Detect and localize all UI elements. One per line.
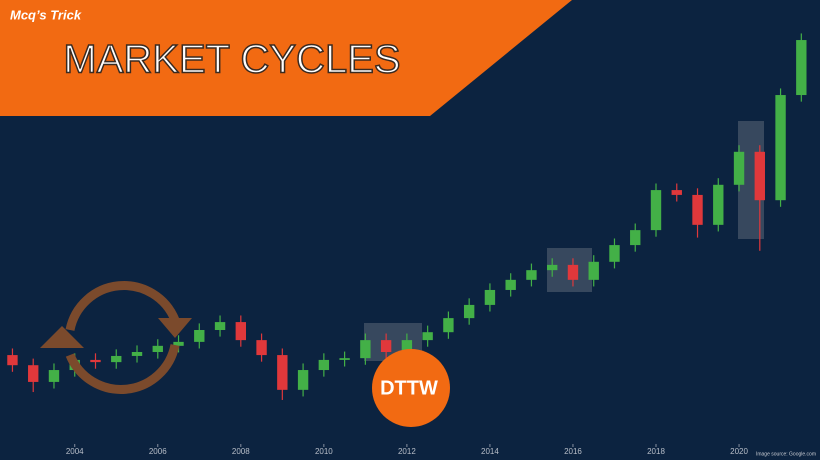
candle-body — [360, 340, 371, 359]
candle-body — [339, 358, 350, 360]
title-banner — [0, 0, 572, 116]
candle-body — [443, 318, 454, 333]
subtitle: Mcq’s Trick — [10, 7, 82, 22]
candle-body — [484, 289, 496, 305]
candle-body — [796, 40, 807, 96]
candle-body — [111, 355, 122, 363]
x-tick-label: 2006 — [149, 447, 167, 456]
x-tick-label: 2010 — [315, 447, 333, 456]
candle-body — [567, 264, 579, 280]
logo-circle — [372, 349, 450, 427]
candle-body — [422, 332, 433, 341]
cycle-arc — [65, 344, 180, 394]
candle-body — [754, 151, 765, 201]
candle-body — [463, 304, 475, 319]
candle-body — [401, 340, 413, 352]
candle-body — [526, 270, 537, 280]
plot: 2004 2006 2008 2010 2012 2014 2016 2018 2020 — [7, 33, 807, 456]
cycle-arrowhead — [40, 326, 84, 348]
candle-body — [505, 279, 516, 290]
x-tick-label: 2020 — [730, 447, 748, 456]
logo: DTTW — [380, 377, 438, 399]
candle-body — [630, 230, 641, 246]
candle-body — [713, 184, 724, 225]
candle-body — [256, 340, 267, 356]
candle-body — [173, 341, 184, 346]
x-tick-label: 2008 — [232, 447, 250, 456]
candle-body — [7, 355, 18, 366]
candle-body — [90, 359, 101, 363]
candle-body — [48, 370, 60, 382]
cycle-icon — [40, 281, 192, 394]
candle-body — [609, 245, 620, 262]
candle-body — [214, 322, 226, 330]
candle-body — [131, 352, 143, 356]
candle-body — [671, 190, 682, 195]
candle-body — [775, 95, 786, 201]
cycle-arrowhead — [158, 318, 192, 338]
x-tick-label: 2016 — [564, 447, 582, 456]
candle-body — [277, 355, 288, 390]
candle-body — [733, 151, 745, 185]
candle-body — [318, 359, 330, 371]
candle-body — [235, 322, 246, 341]
x-tick-label: 2004 — [66, 447, 84, 456]
x-tick-label: 2012 — [398, 447, 416, 456]
source-note: Image source: Google.com — [756, 451, 816, 457]
candle-body — [380, 340, 392, 352]
candle-body — [152, 345, 163, 352]
candle-body — [28, 365, 39, 382]
cycle-arc — [65, 281, 180, 331]
candle-body — [194, 330, 205, 342]
candle-body — [692, 194, 703, 225]
candle-body — [650, 190, 662, 231]
candle-body — [297, 370, 309, 390]
x-tick-label: 2014 — [481, 447, 499, 456]
x-tick-label: 2018 — [647, 447, 665, 456]
candle-body — [547, 264, 558, 271]
chart-title: MARKET CYCLES — [63, 38, 400, 82]
candle-body — [588, 261, 599, 280]
